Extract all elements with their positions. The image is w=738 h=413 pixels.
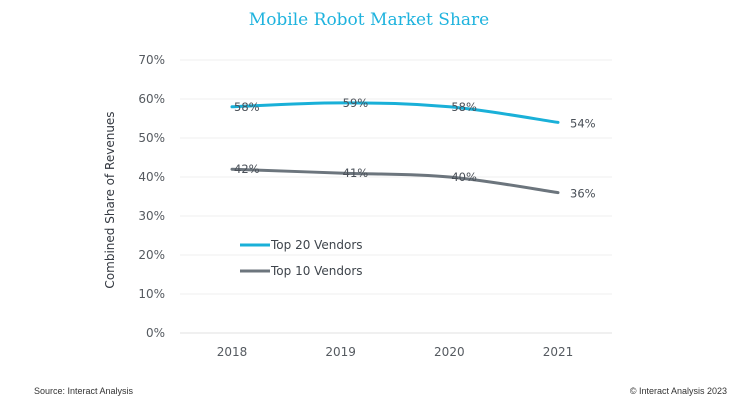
y-axis-ticks: 0% 10% 20% 30% 40% 50% 60% 70% [138,53,165,340]
legend-item: Top 10 Vendors [240,264,363,278]
y-tick-label: 50% [138,131,165,145]
x-tick-label: 2021 [543,345,574,359]
y-tick-label: 30% [138,209,165,223]
series-line [230,167,560,195]
y-axis-label: Combined Share of Revenues [103,111,117,288]
y-tick-label: 60% [138,92,165,106]
chart-title: Mobile Robot Market Share [249,10,489,30]
series-top-10-vendors: 42% 41% 40% 36% [230,162,596,201]
data-label: 41% [343,166,369,180]
series-top-20-vendors: 58% 59% 58% 54% [230,96,596,130]
series-line [230,101,560,124]
data-label: 54% [570,116,596,130]
legend-label: Top 10 Vendors [270,264,363,278]
copyright-note: © Interact Analysis 2023 [630,386,727,396]
data-label: 58% [451,100,477,114]
legend: Top 20 Vendors Top 10 Vendors [240,238,363,278]
gridlines [180,59,612,334]
data-label: 42% [234,162,260,176]
legend-label: Top 20 Vendors [270,238,363,252]
data-label: 40% [451,170,477,184]
x-tick-label: 2020 [434,345,465,359]
x-tick-label: 2018 [217,345,248,359]
y-tick-label: 70% [138,53,165,67]
y-tick-label: 10% [138,287,165,301]
data-label: 59% [343,96,369,110]
legend-item: Top 20 Vendors [240,238,363,252]
series-group: 58% 59% 58% 54% 42% 41% 40% 36% [230,96,596,201]
y-tick-label: 20% [138,248,165,262]
x-axis-ticks: 2018 2019 2020 2021 [217,345,574,359]
data-label: 36% [570,187,596,201]
y-tick-label: 40% [138,170,165,184]
source-note: Source: Interact Analysis [34,386,134,396]
x-tick-label: 2019 [325,345,356,359]
y-tick-label: 0% [146,326,165,340]
data-label: 58% [234,100,260,114]
